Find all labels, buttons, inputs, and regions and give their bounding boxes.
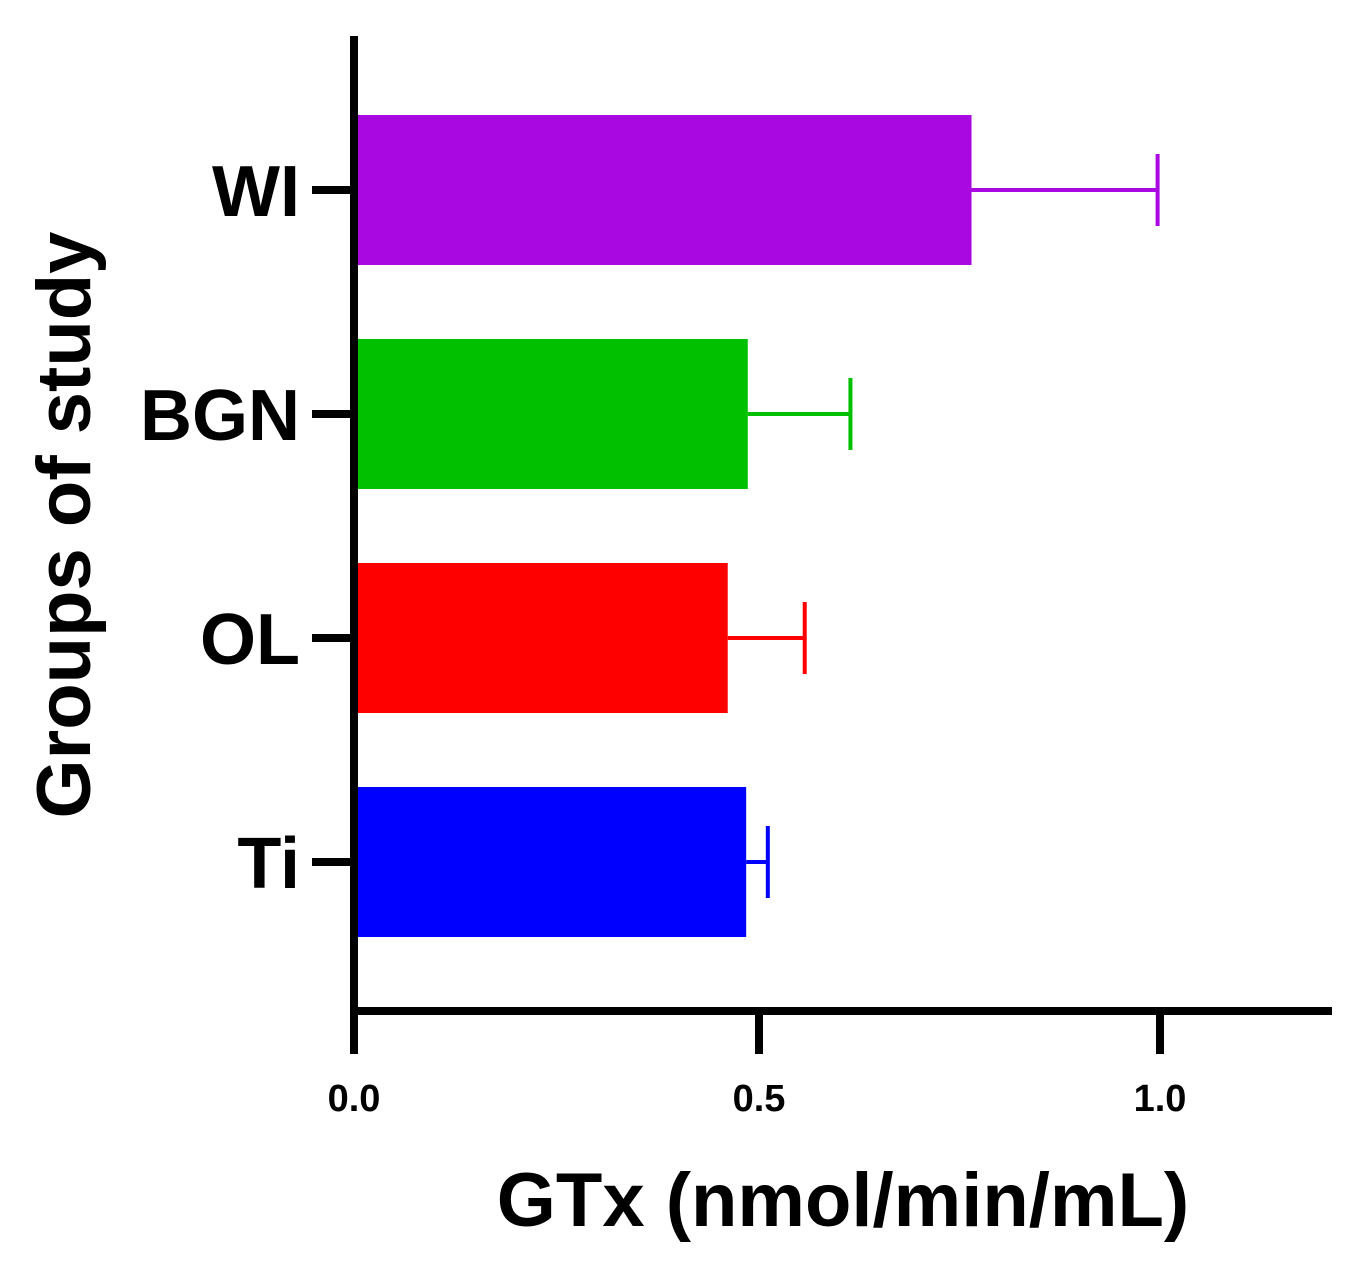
bar-ti	[358, 787, 747, 937]
bar-wi	[358, 115, 972, 265]
category-label-ti: Ti	[237, 824, 300, 904]
error-bars-layer	[727, 154, 1160, 898]
bar-bgn	[358, 339, 748, 489]
category-label-ol: OL	[200, 600, 300, 680]
bars-layer	[358, 115, 972, 937]
x-axis-title: GTx (nmol/min/mL)	[497, 1158, 1189, 1243]
y-ticks-layer: WI BGN OL Ti	[140, 152, 352, 904]
x-ticks-layer: 0.0 0.5 1.0	[328, 1011, 1187, 1120]
x-tick-label-2: 1.0	[1134, 1078, 1187, 1120]
x-tick-label-1: 0.5	[733, 1078, 786, 1120]
bar-ol	[358, 563, 728, 713]
category-label-wi: WI	[212, 152, 300, 232]
x-tick-label-0: 0.0	[328, 1078, 381, 1120]
y-axis-title: Groups of study	[22, 232, 107, 819]
category-label-bgn: BGN	[140, 376, 300, 456]
